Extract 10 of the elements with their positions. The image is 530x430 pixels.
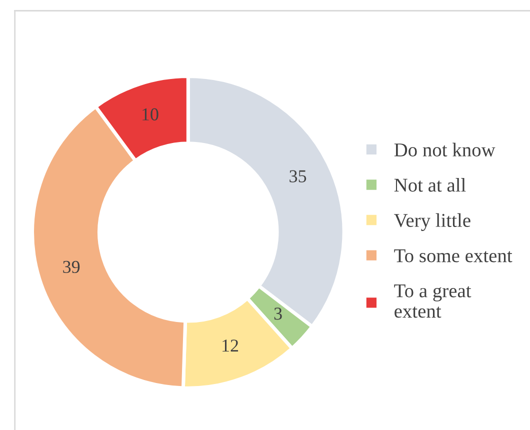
data-label: 39 <box>63 260 80 274</box>
data-label: 35 <box>290 170 306 182</box>
legend-label: Very little <box>394 213 470 231</box>
data-label: 12 <box>222 340 238 352</box>
legend-label: Do not know <box>394 142 496 156</box>
legend-label: To some extent <box>394 249 512 262</box>
legend-label: To a great extent <box>394 284 472 318</box>
legend-label: Not at all <box>394 178 466 192</box>
data-label: 3 <box>274 308 282 320</box>
data-label: 10 <box>142 108 158 120</box>
